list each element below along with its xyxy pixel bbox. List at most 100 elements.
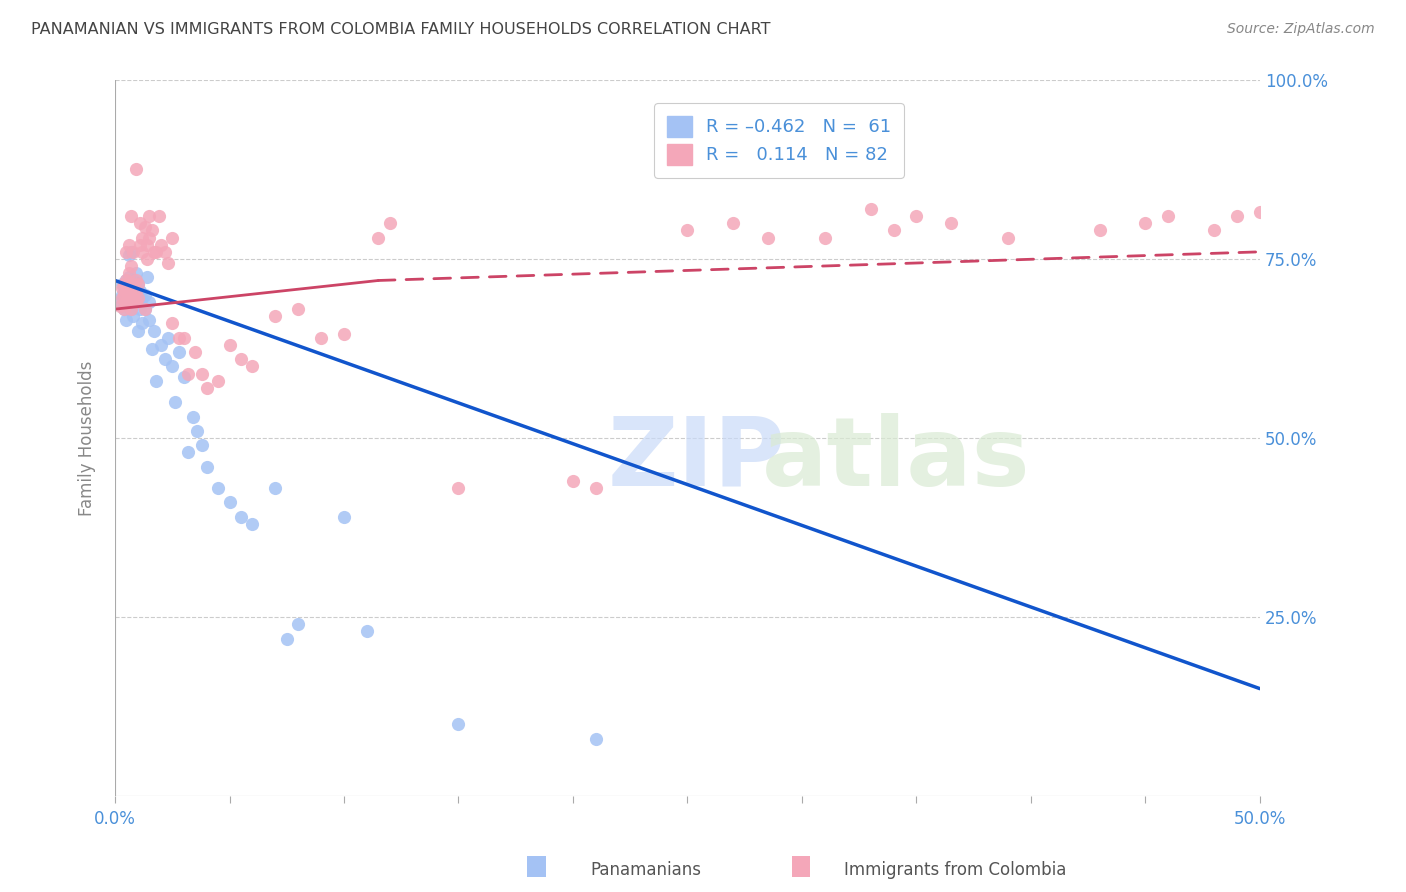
Text: Source: ZipAtlas.com: Source: ZipAtlas.com	[1227, 22, 1375, 37]
Point	[136, 252, 159, 266]
Point	[138, 230, 160, 244]
Point	[173, 370, 195, 384]
Point	[163, 395, 186, 409]
Point	[134, 302, 156, 317]
Point	[111, 292, 134, 306]
Point	[145, 374, 167, 388]
Point	[155, 244, 177, 259]
Point	[112, 287, 135, 301]
Point	[108, 299, 131, 313]
Point	[120, 209, 142, 223]
Point	[118, 248, 141, 262]
Point	[111, 280, 134, 294]
Point	[218, 495, 240, 509]
Point	[562, 474, 585, 488]
Point	[181, 409, 204, 424]
Point	[356, 624, 378, 639]
Point	[723, 216, 745, 230]
Text: ZIP: ZIP	[607, 413, 785, 506]
Point	[120, 302, 142, 317]
Point	[120, 287, 142, 301]
Point	[122, 295, 145, 310]
Point	[207, 481, 229, 495]
Text: Immigrants from Colombia: Immigrants from Colombia	[844, 861, 1066, 879]
Point	[122, 273, 145, 287]
Point	[118, 266, 141, 280]
Point	[131, 317, 153, 331]
Point	[167, 331, 190, 345]
Point	[149, 338, 172, 352]
Point	[129, 237, 152, 252]
Point	[1226, 209, 1249, 223]
Point	[142, 324, 165, 338]
Point	[127, 292, 149, 306]
Point	[191, 367, 214, 381]
Point	[122, 277, 145, 291]
Point	[447, 717, 470, 731]
Point	[115, 299, 138, 313]
Point	[118, 280, 141, 294]
Point	[115, 273, 138, 287]
Point	[162, 359, 184, 374]
Point	[115, 287, 138, 301]
Text: atlas: atlas	[762, 413, 1031, 506]
Point	[115, 313, 138, 327]
Point	[367, 230, 389, 244]
Point	[118, 237, 141, 252]
Point	[120, 302, 142, 317]
Point	[134, 287, 156, 301]
Point	[129, 284, 152, 298]
Point	[195, 381, 218, 395]
Point	[162, 230, 184, 244]
Point	[141, 342, 163, 356]
Point	[138, 313, 160, 327]
Point	[122, 244, 145, 259]
Point	[242, 359, 264, 374]
Point	[134, 302, 156, 317]
Point	[167, 345, 190, 359]
Point	[124, 284, 146, 298]
Point	[118, 280, 141, 294]
Point	[129, 302, 152, 317]
Point	[149, 237, 172, 252]
Point	[124, 273, 146, 287]
Point	[177, 445, 200, 459]
Point	[1202, 223, 1225, 237]
Point	[1157, 209, 1180, 223]
Point	[814, 230, 837, 244]
Point	[939, 216, 962, 230]
Point	[229, 352, 252, 367]
Point	[195, 459, 218, 474]
Point	[859, 202, 882, 216]
Point	[883, 223, 905, 237]
Point	[141, 223, 163, 237]
Point	[124, 295, 146, 310]
Point	[177, 367, 200, 381]
Point	[264, 481, 287, 495]
Point	[287, 617, 309, 632]
Point	[218, 338, 240, 352]
Point	[112, 302, 135, 317]
Point	[111, 287, 134, 301]
Point	[124, 284, 146, 298]
Point	[127, 292, 149, 306]
Point	[111, 277, 134, 291]
Point	[186, 424, 208, 438]
Point	[676, 223, 699, 237]
Point	[756, 230, 779, 244]
Point	[229, 509, 252, 524]
Point	[585, 481, 607, 495]
Point	[127, 277, 149, 291]
Point	[142, 244, 165, 259]
Point	[112, 277, 135, 291]
Point	[1249, 205, 1271, 219]
Point	[131, 292, 153, 306]
Point	[136, 269, 159, 284]
Point	[1260, 202, 1282, 216]
Point	[122, 292, 145, 306]
Point	[115, 273, 138, 287]
Legend: R = –0.462   N =  61, R =   0.114   N = 82: R = –0.462 N = 61, R = 0.114 N = 82	[654, 103, 904, 178]
Point	[122, 310, 145, 324]
Point	[148, 209, 170, 223]
Point	[131, 230, 153, 244]
